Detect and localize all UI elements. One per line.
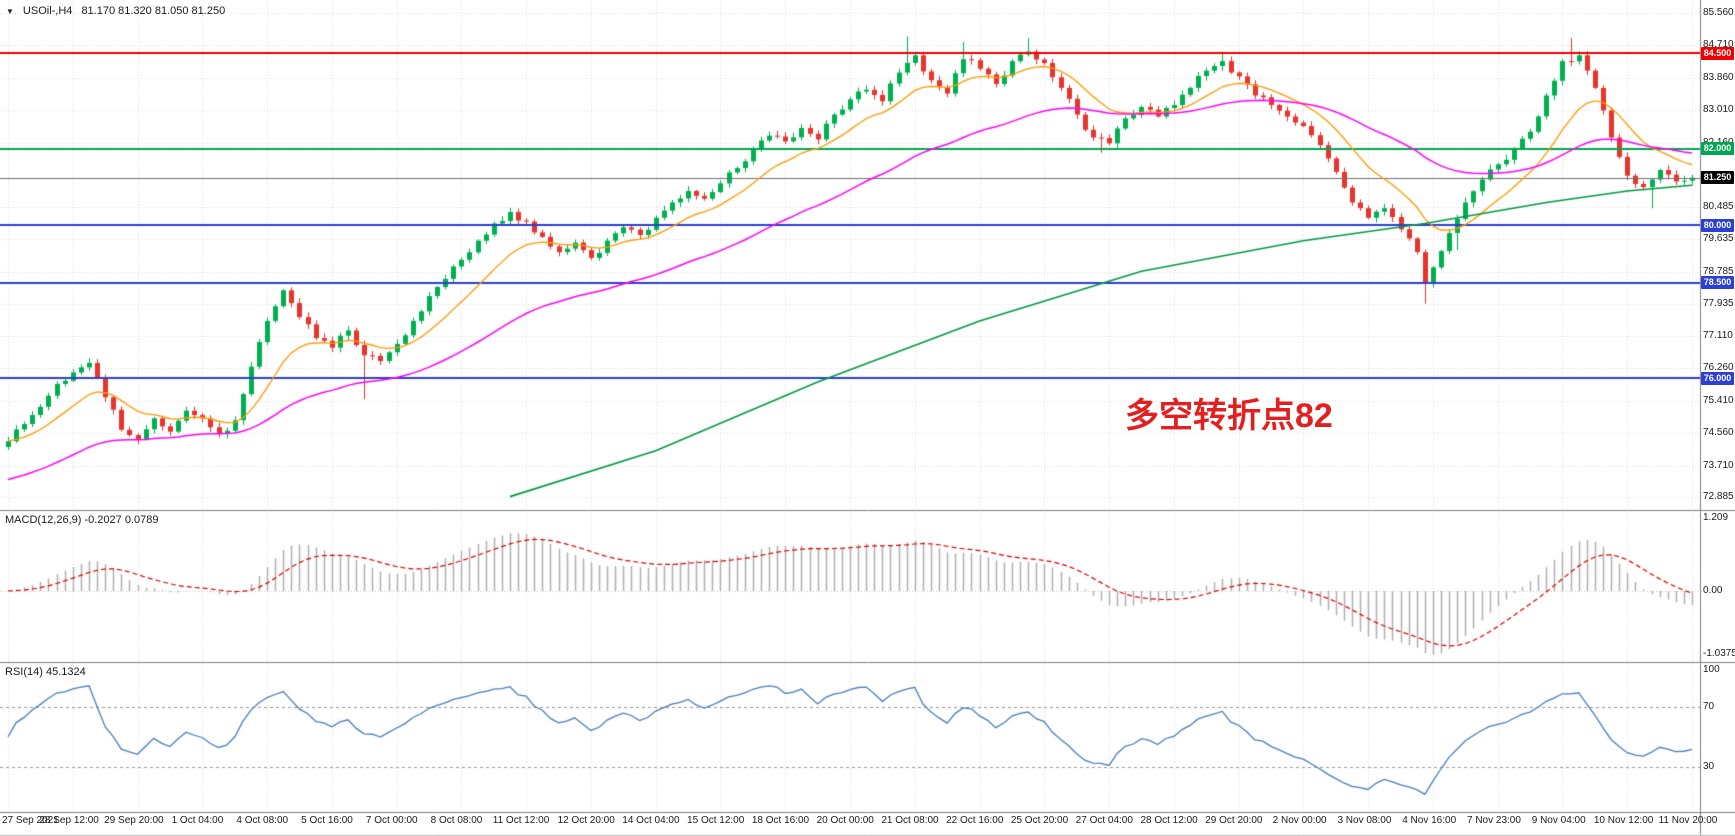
price-tick-label: 84.710 xyxy=(1703,39,1734,51)
price-tick-label: 82.160 xyxy=(1703,137,1734,148)
price-tick-label: 85.560 xyxy=(1703,6,1734,18)
price-level-badge: 78.500 xyxy=(1701,276,1734,290)
price-tick-label: 78.785 xyxy=(1703,265,1734,277)
rsi-indicator-label: RSI(14) 45.1324 xyxy=(5,666,86,678)
rsi-tick-label: 30 xyxy=(1703,761,1715,772)
symbol-timeframe-label: USOil-,H4 xyxy=(22,5,73,17)
chart-symbol-header: ▼ USOil-,H4 81.170 81.320 81.050 81.250 xyxy=(6,5,225,17)
time-axis-label: 7 Oct 00:00 xyxy=(365,815,418,826)
time-axis-label: 9 Nov 04:00 xyxy=(1531,815,1586,826)
time-axis-label: 12 Oct 20:00 xyxy=(557,815,615,826)
price-tick-label: 77.110 xyxy=(1703,329,1733,341)
time-axis-label: 5 Oct 16:00 xyxy=(301,815,353,826)
time-axis-label: 11 Oct 12:00 xyxy=(492,815,550,826)
price-tick-label: 83.860 xyxy=(1703,71,1734,83)
time-axis-label: 11 Nov 20:00 xyxy=(1658,815,1718,826)
time-axis-label: 27 Sep 2021 xyxy=(2,815,59,826)
price-tick-label: 73.710 xyxy=(1703,459,1734,471)
rsi-tick-label: 70 xyxy=(1703,701,1715,712)
time-axis-label: 21 Oct 08:00 xyxy=(881,815,939,826)
time-axis-label: 1 Oct 04:00 xyxy=(171,815,224,826)
time-axis-label: 22 Oct 16:00 xyxy=(946,815,1004,826)
time-axis-label: 29 Sep 20:00 xyxy=(104,815,164,826)
time-axis-label: 14 Oct 04:00 xyxy=(622,815,680,826)
time-axis-label: 29 Oct 20:00 xyxy=(1205,815,1263,826)
time-axis-label: 28 Sep 12:00 xyxy=(39,815,99,826)
time-axis-label: 8 Oct 08:00 xyxy=(430,815,483,826)
price-tick-label: 76.260 xyxy=(1703,362,1734,374)
price-tick-label: 75.410 xyxy=(1703,394,1734,406)
price-level-badge: 76.000 xyxy=(1701,371,1734,385)
macd-tick-label: -1.0375 xyxy=(1703,648,1735,660)
time-axis-label: 4 Oct 08:00 xyxy=(236,815,289,826)
time-axis-label: 3 Nov 08:00 xyxy=(1337,815,1392,826)
price-level-badge: 84.500 xyxy=(1701,46,1734,60)
time-axis-label: 2 Nov 00:00 xyxy=(1272,815,1327,826)
price-level-badge: 80.000 xyxy=(1701,218,1734,232)
rsi-tick-label: 100 xyxy=(1703,664,1720,675)
time-axis-label: 27 Oct 04:00 xyxy=(1075,815,1133,826)
macd-tick-label: 0.00 xyxy=(1703,584,1723,596)
price-tick-label: 80.485 xyxy=(1703,200,1734,212)
time-axis-label: 15 Oct 12:00 xyxy=(687,815,745,826)
macd-tick-label: 1.209 xyxy=(1703,512,1729,523)
time-axis-label: 10 Nov 12:00 xyxy=(1593,815,1654,826)
price-tick-label: 77.935 xyxy=(1703,298,1734,310)
time-axis-label: 18 Oct 16:00 xyxy=(751,815,810,826)
price-tick-label: 72.885 xyxy=(1703,491,1734,503)
time-axis-label: 28 Oct 12:00 xyxy=(1140,815,1198,826)
time-axis-label: 7 Nov 23:00 xyxy=(1466,815,1521,826)
symbol-dropdown-icon[interactable]: ▼ xyxy=(6,6,14,16)
current-price-badge: 81.250 xyxy=(1701,171,1734,185)
time-axis[interactable]: 27 Sep 2021 28 Sep 12:00 29 Sep 20:00 1 Oct… xyxy=(0,812,1735,836)
time-axis-label: 20 Oct 00:00 xyxy=(816,815,874,826)
price-tick-label: 79.635 xyxy=(1703,233,1734,245)
annotation-text: 多空转折点82 xyxy=(1125,397,1333,435)
time-axis-label: 4 Nov 16:00 xyxy=(1402,815,1457,826)
price-level-badge: 82.000 xyxy=(1701,142,1734,156)
ohlc-readout: 81.170 81.320 81.050 81.250 xyxy=(81,5,226,17)
macd-indicator-label: MACD(12,26,9) -0.2027 0.0789 xyxy=(5,514,159,526)
price-tick-label: 83.010 xyxy=(1703,104,1734,116)
time-axis-label: 25 Oct 20:00 xyxy=(1010,815,1069,826)
price-tick-label: 74.560 xyxy=(1703,427,1734,439)
